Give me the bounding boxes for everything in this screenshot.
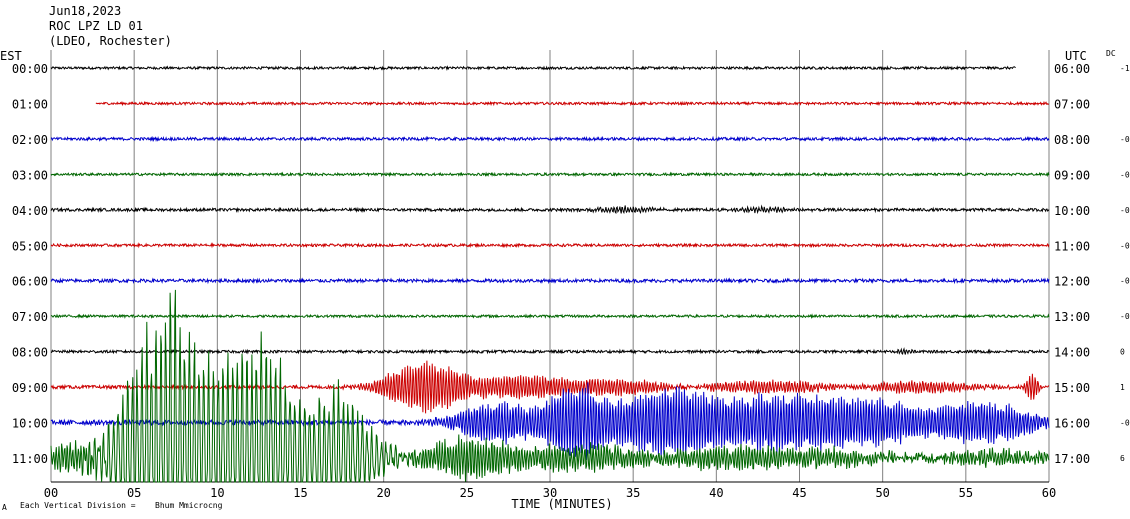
utc-hour-label: 11:00: [1054, 239, 1090, 253]
dc-value: -0: [1120, 277, 1130, 286]
utc-hour-label: 06:00: [1054, 62, 1090, 76]
traces: [50, 65, 1050, 483]
utc-hour-label: 17:00: [1054, 452, 1090, 466]
trace-1100: [50, 289, 1050, 483]
x-tick-label: 40: [709, 486, 723, 500]
x-tick-label: 30: [543, 486, 557, 500]
grid-lines: [50, 50, 1050, 483]
est-hour-label: 08:00: [12, 346, 48, 360]
x-tick-label: 00: [44, 486, 58, 500]
utc-hour-label: 10:00: [1054, 204, 1090, 218]
header-station: ROC LPZ LD 01: [49, 19, 143, 33]
trace-0900: [50, 360, 1050, 414]
est-hour-label: 04:00: [12, 204, 48, 218]
x-tick-label: 05: [127, 486, 141, 500]
header-network: (LDEO, Rochester): [49, 34, 172, 48]
x-tick-label: 15: [293, 486, 307, 500]
utc-hour-label: 14:00: [1054, 346, 1090, 360]
est-hour-label: 09:00: [12, 381, 48, 395]
x-tick-label: 25: [460, 486, 474, 500]
utc-zone-label: UTC: [1065, 49, 1087, 63]
utc-hour-label: 08:00: [1054, 133, 1090, 147]
trace-0500: [50, 242, 1050, 249]
x-tick-label: 35: [626, 486, 640, 500]
dc-value: -0: [1120, 206, 1130, 215]
dc-value: -0: [1120, 241, 1130, 250]
utc-hour-label: 16:00: [1054, 417, 1090, 431]
trace-0800: [50, 347, 1050, 355]
trace-0300: [50, 171, 1050, 178]
trace-0100: [95, 100, 1050, 107]
footer-mark: A: [2, 503, 7, 512]
dc-value: -1: [1120, 64, 1130, 73]
trace-0400: [50, 204, 1050, 215]
est-hour-label: 02:00: [12, 133, 48, 147]
x-tick-label: 20: [376, 486, 390, 500]
est-hour-label: 11:00: [12, 452, 48, 466]
x-tick-label: 60: [1042, 486, 1056, 500]
est-hour-label: 05:00: [12, 239, 48, 253]
dc-value: 6: [1120, 454, 1125, 463]
x-tick-label: 55: [959, 486, 973, 500]
est-hour-label: 01:00: [12, 97, 48, 111]
x-tick-label: 50: [875, 486, 889, 500]
est-hour-label: 06:00: [12, 275, 48, 289]
dc-label: DC: [1106, 49, 1116, 58]
header-date: Jun18,2023: [49, 4, 122, 18]
est-hour-label: 07:00: [12, 310, 48, 324]
dc-value: -0: [1120, 312, 1130, 321]
x-tick-label: 10: [210, 486, 224, 500]
x-axis-label: TIME (MINUTES): [511, 497, 612, 511]
trace-0600: [50, 277, 1050, 285]
est-hour-label: 03:00: [12, 168, 48, 182]
dc-value: -0: [1120, 170, 1130, 179]
trace-0000: [50, 65, 1016, 71]
x-tick-label: 45: [792, 486, 806, 500]
dc-value: -0: [1120, 135, 1130, 144]
utc-hour-label: 15:00: [1054, 381, 1090, 395]
dc-value: 0: [1120, 348, 1125, 357]
footer-left: Each Vertical Division =: [20, 501, 136, 510]
utc-hour-label: 13:00: [1054, 310, 1090, 324]
utc-hour-label: 09:00: [1054, 168, 1090, 182]
trace-0700: [50, 313, 1050, 320]
footer-right: Bhum Mmicrocng: [155, 501, 223, 510]
trace-0200: [50, 135, 1050, 143]
dc-value: -0: [1120, 419, 1130, 428]
utc-hour-label: 07:00: [1054, 97, 1090, 111]
est-hour-label: 10:00: [12, 417, 48, 431]
est-zone-label: EST: [0, 49, 22, 63]
est-hour-label: 00:00: [12, 62, 48, 76]
utc-hour-label: 12:00: [1054, 275, 1090, 289]
dc-value: 1: [1120, 383, 1125, 392]
